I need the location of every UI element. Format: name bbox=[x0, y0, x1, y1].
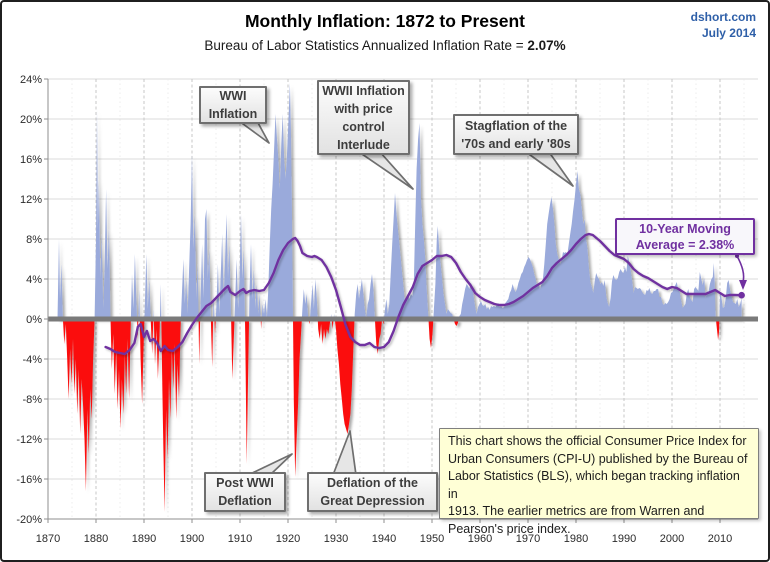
y-tick-label: 0% bbox=[26, 314, 42, 326]
x-tick-label: 2010 bbox=[708, 533, 732, 545]
watermark: dshort.com July 2014 bbox=[691, 9, 756, 41]
x-tick-label: 1920 bbox=[276, 533, 300, 545]
moving-average-label-line1: 10-Year Moving bbox=[639, 221, 731, 236]
subtitle-text: Bureau of Labor Statistics Annualized In… bbox=[204, 38, 528, 53]
y-tick-label: 20% bbox=[20, 114, 42, 126]
x-tick-label: 1990 bbox=[612, 533, 636, 545]
x-tick-label: 1980 bbox=[564, 533, 588, 545]
subtitle-rate-value: 2.07% bbox=[527, 38, 566, 53]
y-tick-label: -12% bbox=[16, 434, 42, 446]
inflation-area-negative bbox=[57, 319, 742, 512]
x-tick-label: 1890 bbox=[132, 533, 156, 545]
x-tick-label: 1970 bbox=[516, 533, 540, 545]
moving-average-line bbox=[104, 232, 743, 356]
callout-wwii-inflation: WWII Inflation with price control Interl… bbox=[317, 80, 410, 155]
moving-average-end-dot bbox=[738, 291, 745, 299]
x-tick-label: 1900 bbox=[180, 533, 204, 545]
x-tick-label: 1880 bbox=[84, 533, 108, 545]
callout-tail-wwii bbox=[358, 151, 414, 190]
chart-subtitle: Bureau of Labor Statistics Annualized In… bbox=[2, 38, 768, 53]
x-tick-label: 1940 bbox=[372, 533, 396, 545]
source-note-box: This chart shows the official Consumer P… bbox=[439, 428, 759, 536]
x-tick-label: 2000 bbox=[660, 533, 684, 545]
ma-arrow bbox=[736, 255, 745, 283]
y-tick-label: 8% bbox=[26, 234, 42, 246]
callout-great-depression-deflation: Deflation of the Great Depression bbox=[307, 472, 438, 512]
watermark-date: July 2014 bbox=[701, 26, 756, 40]
y-tick-label: 16% bbox=[20, 154, 42, 166]
watermark-site: dshort.com bbox=[690, 10, 756, 24]
inflation-area-positive bbox=[57, 83, 742, 319]
x-tick-label: 1960 bbox=[468, 533, 492, 545]
x-tick-label: 1950 bbox=[420, 533, 444, 545]
moving-average-label-box: 10-Year Moving Average = 2.38% bbox=[615, 218, 755, 255]
y-tick-label: 12% bbox=[20, 194, 42, 206]
x-tick-label: 1910 bbox=[228, 533, 252, 545]
y-tick-label: -4% bbox=[22, 354, 42, 366]
moving-average-label-line2: Average = 2.38% bbox=[635, 237, 735, 252]
x-tick-label: 1930 bbox=[324, 533, 348, 545]
ma-arrow-head bbox=[739, 280, 747, 290]
page-title: Monthly Inflation: 1872 to Present bbox=[244, 11, 526, 31]
callout-post-wwi-deflation: Post WWI Deflation bbox=[204, 472, 286, 512]
callout-wwi-inflation: WWI Inflation bbox=[199, 86, 267, 124]
callout-tail-stagflation bbox=[525, 151, 574, 187]
y-tick-label: 4% bbox=[26, 274, 42, 286]
y-tick-label: -8% bbox=[22, 394, 42, 406]
y-tick-label: 24% bbox=[20, 74, 42, 86]
y-tick-label: -20% bbox=[16, 514, 42, 526]
x-tick-label: 1870 bbox=[36, 533, 60, 545]
y-tick-label: -16% bbox=[16, 474, 42, 486]
callout-stagflation: Stagflation of the '70s and early '80s bbox=[453, 114, 579, 155]
